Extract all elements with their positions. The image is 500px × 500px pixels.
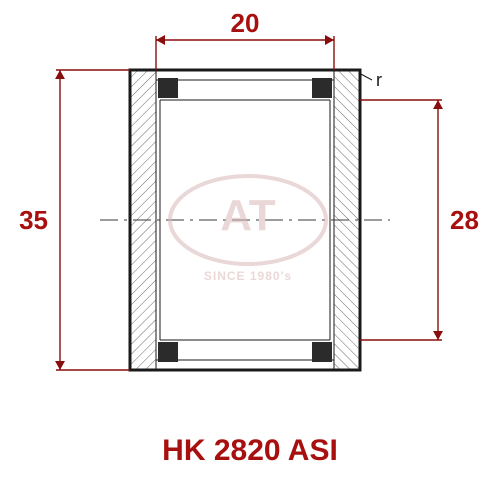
dimension-left-height: 35 [19,205,48,235]
watermark-main: AT [220,191,276,240]
radius-marker: r [376,70,382,90]
dimension-right-height: 28 [450,205,479,235]
part-number-title: HK 2820 ASI [162,434,338,467]
watermark-sub: SINCE 1980's [204,269,292,283]
drawing-stage: 20 r 35 28 AT SINCE 1980's HK 2820 ASI [0,0,500,500]
dimension-top-width: 20 [231,8,260,38]
drawing-svg: 20 r 35 28 AT SINCE 1980's HK 2820 ASI [0,0,500,500]
